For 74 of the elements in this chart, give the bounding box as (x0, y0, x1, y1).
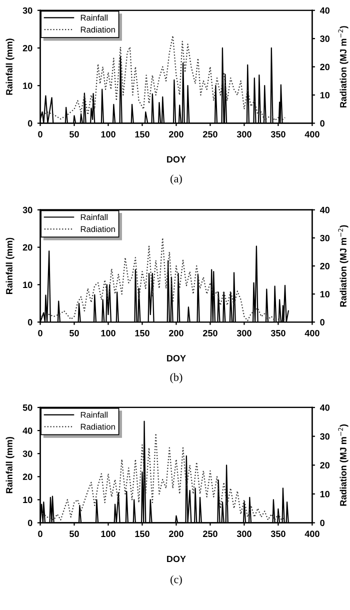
x-tick-label: 350 (270, 131, 286, 138)
y-tick-label: 20 (22, 44, 32, 52)
y2-tick-label: 10 (320, 290, 330, 298)
text: (c) (170, 575, 182, 586)
x-tick-label: 350 (270, 530, 286, 538)
y2-tick-label: 0 (320, 319, 324, 326)
x-axis-title: DOY (167, 556, 186, 562)
y2-tick-label: 30 (320, 36, 330, 42)
x-tick-label: 250 (203, 530, 218, 538)
x-tick-label: 100 (101, 131, 116, 138)
x-tick-label: 200 (169, 530, 184, 538)
y2-tick-label: 0 (320, 520, 324, 526)
x-tick-label: 200 (169, 330, 184, 336)
y-tick-label: 20 (22, 244, 32, 251)
x-tick-label: 250 (203, 131, 218, 138)
y-tick-label: 10 (23, 496, 32, 504)
x-tick-label: 400 (304, 330, 320, 336)
x-tick-label: 0 (38, 530, 42, 538)
x-tick-label: 150 (135, 131, 150, 138)
y-axis-title: Rainfall (mm) (6, 436, 14, 494)
legend-label: Rainfall (80, 214, 108, 220)
legend-label: Rainfall (80, 412, 108, 418)
x-tick-label: 50 (70, 330, 79, 336)
y2-tick-label: 10 (320, 92, 330, 98)
y-axis-title: Rainfall (mm) (6, 238, 14, 294)
y-tick-label: 30 (22, 7, 32, 14)
y2-tick-label: 40 (320, 404, 330, 411)
x-tick-label: 350 (270, 330, 286, 336)
x-tick-label: 0 (38, 131, 42, 138)
y-tick-label: 10 (23, 282, 32, 288)
y-tick-label: 20 (22, 474, 32, 480)
y2-tick-label: 40 (320, 206, 330, 214)
y2-tick-label: 30 (320, 234, 330, 242)
y-axis-title: Rainfall (mm) (6, 38, 14, 95)
y-tick-label: 10 (23, 82, 32, 89)
x-tick-label: 100 (101, 530, 116, 538)
x-axis-title: DOY (167, 156, 186, 163)
x-tick-label: 0 (38, 330, 42, 336)
y2-tick-label: 0 (320, 120, 324, 127)
y-tick-label: 30 (22, 206, 32, 214)
y2-tick-label: 20 (320, 262, 330, 270)
x-tick-label: 250 (203, 330, 218, 336)
text: (b) (170, 373, 182, 384)
legend-label: Rainfall (80, 14, 108, 21)
x-tick-label: 150 (135, 330, 150, 336)
text: (a) (170, 174, 182, 185)
x-tick-label: 50 (70, 131, 79, 138)
x-tick-label: 300 (236, 530, 252, 538)
y2-tick-label: 20 (320, 64, 330, 70)
y-tick-label: 50 (22, 404, 32, 411)
y2-tick-label: 30 (320, 433, 330, 440)
legend-label: Radiation (80, 424, 115, 430)
x-tick-label: 400 (304, 131, 320, 138)
x-tick-label: 50 (70, 530, 79, 538)
y2-axis-title: Radiation (MJ m$^{−2}$) (338, 225, 348, 307)
y2-tick-label: 10 (320, 490, 330, 498)
x-tick-label: 300 (236, 131, 252, 138)
legend-label: Radiation (80, 26, 115, 33)
y-tick-label: 0 (28, 520, 32, 526)
y-tick-label: 0 (28, 319, 32, 326)
y2-axis-title: Radiation (MJ m$^{−2}$) (338, 26, 348, 108)
y2-axis-title: Radiation (MJ m$^{−2}$) (338, 424, 348, 506)
y-tick-label: 0 (28, 120, 32, 127)
y2-tick-label: 20 (320, 462, 330, 468)
x-axis-title: DOY (167, 355, 186, 362)
x-tick-label: 100 (101, 330, 116, 336)
x-tick-label: 400 (304, 530, 320, 538)
y2-tick-label: 40 (320, 7, 330, 14)
x-tick-label: 300 (236, 330, 252, 336)
legend-label: Radiation (80, 226, 115, 232)
y-tick-label: 30 (22, 450, 32, 457)
x-tick-label: 150 (135, 530, 150, 538)
x-tick-label: 200 (169, 131, 184, 138)
y-tick-label: 40 (22, 428, 32, 434)
